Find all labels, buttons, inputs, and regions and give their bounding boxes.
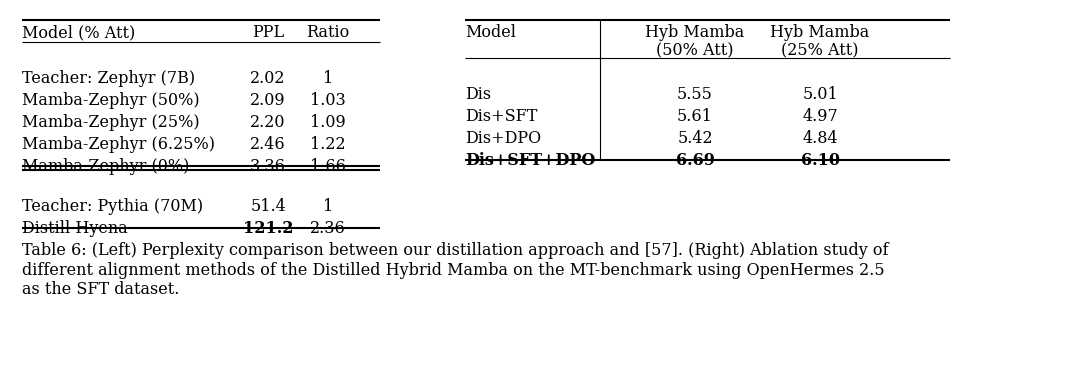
Text: 2.02: 2.02: [251, 70, 286, 87]
Text: 1.03: 1.03: [310, 92, 346, 109]
Text: 4.97: 4.97: [802, 108, 838, 125]
Text: 6.69: 6.69: [676, 152, 715, 169]
Text: 1.22: 1.22: [310, 136, 346, 153]
Text: Dis: Dis: [465, 86, 491, 103]
Text: 2.36: 2.36: [310, 220, 346, 237]
Text: 1.09: 1.09: [310, 114, 346, 131]
Text: Teacher: Pythia (70M): Teacher: Pythia (70M): [22, 198, 203, 215]
Text: Hyb Mamba: Hyb Mamba: [770, 24, 869, 41]
Text: 2.09: 2.09: [251, 92, 286, 109]
Text: (25% Att): (25% Att): [781, 42, 859, 59]
Text: 121.2: 121.2: [243, 220, 294, 237]
Text: Dis+SFT: Dis+SFT: [465, 108, 538, 125]
Text: 6.10: 6.10: [800, 152, 839, 169]
Text: 5.61: 5.61: [677, 108, 713, 125]
Text: 1: 1: [323, 70, 333, 87]
Text: Distill Hyena: Distill Hyena: [22, 220, 127, 237]
Text: 5.55: 5.55: [677, 86, 713, 103]
Text: Dis+DPO: Dis+DPO: [465, 130, 541, 147]
Text: 51.4: 51.4: [251, 198, 286, 215]
Text: 1.66: 1.66: [310, 158, 346, 175]
Text: Mamba-Zephyr (25%): Mamba-Zephyr (25%): [22, 114, 200, 131]
Text: 3.36: 3.36: [251, 158, 286, 175]
Text: 2.20: 2.20: [251, 114, 286, 131]
Text: 5.42: 5.42: [677, 130, 713, 147]
Text: Mamba-Zephyr (50%): Mamba-Zephyr (50%): [22, 92, 200, 109]
Text: Mamba-Zephyr (6.25%): Mamba-Zephyr (6.25%): [22, 136, 215, 153]
Text: Model (% Att): Model (% Att): [22, 24, 135, 41]
Text: Teacher: Zephyr (7B): Teacher: Zephyr (7B): [22, 70, 195, 87]
Text: 1: 1: [323, 198, 333, 215]
Text: 4.84: 4.84: [802, 130, 838, 147]
Text: Hyb Mamba: Hyb Mamba: [646, 24, 744, 41]
Text: 5.01: 5.01: [802, 86, 838, 103]
Text: Dis+SFT+DPO: Dis+SFT+DPO: [465, 152, 595, 169]
Text: 2.46: 2.46: [251, 136, 286, 153]
Text: Table 6: (Left) Perplexity comparison between our distillation approach and [57]: Table 6: (Left) Perplexity comparison be…: [22, 242, 889, 298]
Text: (50% Att): (50% Att): [657, 42, 733, 59]
Text: Ratio: Ratio: [307, 24, 350, 41]
Text: Model: Model: [465, 24, 516, 41]
Text: Mamba-Zephyr (0%): Mamba-Zephyr (0%): [22, 158, 189, 175]
Text: PPL: PPL: [252, 24, 284, 41]
